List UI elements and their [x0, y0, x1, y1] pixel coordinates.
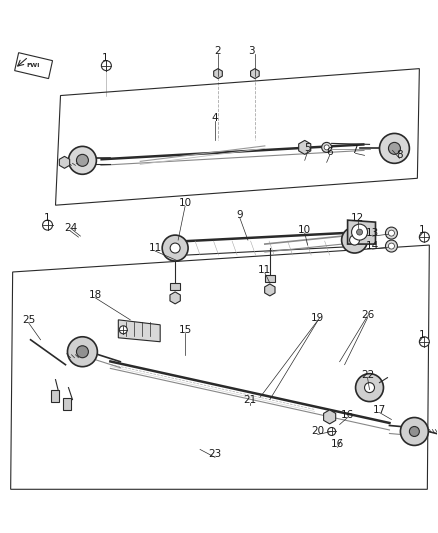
Text: 19: 19 [311, 313, 324, 323]
Circle shape [68, 147, 96, 174]
Text: 4: 4 [212, 114, 218, 124]
Circle shape [356, 374, 384, 401]
Circle shape [350, 235, 360, 245]
Circle shape [410, 426, 419, 437]
Circle shape [364, 383, 374, 393]
Circle shape [389, 243, 395, 249]
Text: 10: 10 [179, 198, 192, 208]
Circle shape [419, 337, 429, 347]
Text: 5: 5 [304, 143, 311, 154]
Text: 26: 26 [361, 310, 374, 320]
Text: FWI: FWI [27, 63, 40, 68]
Text: 14: 14 [366, 241, 379, 251]
Circle shape [419, 232, 429, 242]
Text: 21: 21 [243, 394, 257, 405]
Polygon shape [265, 284, 275, 296]
Text: 1: 1 [44, 213, 51, 223]
Circle shape [101, 61, 111, 71]
Circle shape [42, 220, 53, 230]
Circle shape [328, 427, 336, 435]
Polygon shape [299, 140, 311, 155]
Polygon shape [118, 320, 160, 342]
Text: 1: 1 [102, 53, 109, 63]
Circle shape [379, 133, 410, 163]
FancyBboxPatch shape [265, 275, 275, 282]
Polygon shape [348, 220, 375, 244]
Polygon shape [59, 156, 70, 168]
Circle shape [385, 240, 397, 252]
Circle shape [119, 326, 127, 334]
Circle shape [352, 224, 367, 240]
Circle shape [77, 346, 88, 358]
Text: 25: 25 [22, 315, 35, 325]
Circle shape [67, 337, 97, 367]
Circle shape [389, 142, 400, 155]
Text: 15: 15 [178, 325, 192, 335]
Polygon shape [214, 69, 223, 78]
Circle shape [357, 229, 363, 235]
Text: 13: 13 [366, 228, 379, 238]
Text: 9: 9 [237, 210, 243, 220]
Polygon shape [170, 292, 180, 304]
Circle shape [324, 145, 329, 150]
Text: 11: 11 [258, 265, 272, 275]
Text: 12: 12 [351, 213, 364, 223]
Polygon shape [14, 53, 53, 78]
Text: 22: 22 [361, 370, 374, 379]
FancyBboxPatch shape [50, 390, 59, 401]
Text: 20: 20 [311, 426, 324, 437]
Text: 18: 18 [89, 290, 102, 300]
Circle shape [400, 417, 428, 446]
Circle shape [342, 227, 367, 253]
Polygon shape [251, 69, 259, 78]
Text: 8: 8 [396, 150, 403, 160]
Text: 16: 16 [331, 439, 344, 449]
Text: 11: 11 [148, 243, 162, 253]
Text: 1: 1 [419, 225, 426, 235]
Text: 2: 2 [215, 46, 221, 55]
Circle shape [162, 235, 188, 261]
Text: 17: 17 [373, 405, 386, 415]
Text: 10: 10 [298, 225, 311, 235]
Circle shape [170, 243, 180, 253]
Text: 1: 1 [419, 330, 426, 340]
Text: 16: 16 [341, 409, 354, 419]
Text: 24: 24 [64, 223, 77, 233]
Circle shape [321, 142, 332, 152]
Circle shape [389, 230, 395, 236]
Polygon shape [324, 410, 336, 424]
Text: 3: 3 [249, 46, 255, 55]
FancyBboxPatch shape [170, 283, 180, 290]
FancyBboxPatch shape [64, 398, 71, 409]
Text: 23: 23 [208, 449, 222, 459]
Text: 7: 7 [351, 146, 358, 155]
Circle shape [77, 155, 88, 166]
Text: 6: 6 [326, 147, 333, 157]
Circle shape [385, 227, 397, 239]
